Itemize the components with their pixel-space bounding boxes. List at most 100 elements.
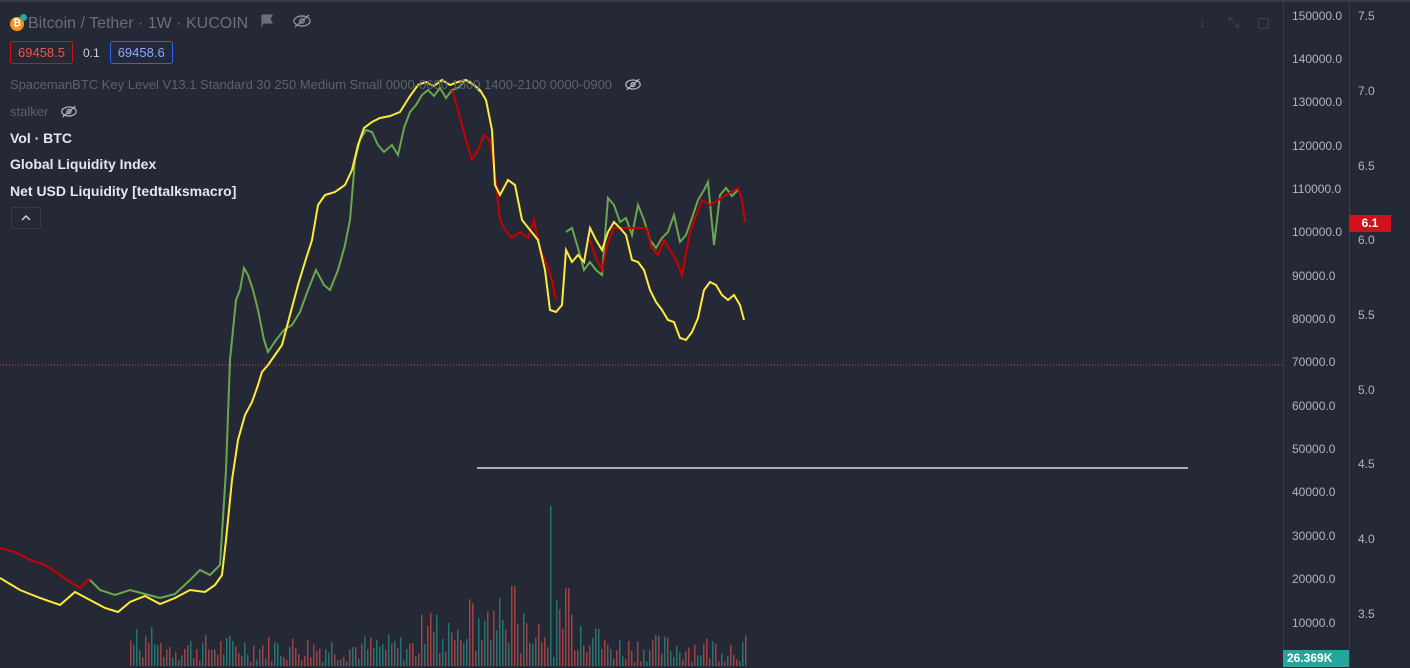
volume-bar bbox=[709, 658, 711, 666]
volume-bar bbox=[664, 636, 666, 666]
volume-bar bbox=[271, 661, 273, 666]
ask-price-button[interactable]: 69458.6 bbox=[109, 41, 173, 64]
volume-bar bbox=[151, 627, 153, 666]
volume-bar bbox=[190, 640, 192, 666]
eye-hidden-icon[interactable] bbox=[292, 14, 312, 33]
symbol-legend[interactable]: ₿ Bitcoin / Tether · 1W · KUCOIN bbox=[10, 13, 312, 33]
volume-bar bbox=[634, 661, 636, 666]
volume-bar bbox=[595, 628, 597, 666]
indicator-key-level[interactable]: SpacemanBTC Key Level V13.1 Standard 30 … bbox=[10, 77, 642, 94]
symbol-title[interactable]: Bitcoin / Tether · 1W · KUCOIN bbox=[28, 14, 249, 32]
volume-bar bbox=[637, 641, 639, 666]
volume-bar bbox=[547, 647, 549, 666]
chart-canvas[interactable] bbox=[0, 0, 1283, 668]
price-tick: 90000.0 bbox=[1292, 269, 1336, 283]
volume-bar bbox=[544, 637, 546, 666]
volume-bar bbox=[550, 506, 552, 666]
volume-bar bbox=[169, 646, 171, 666]
volume-bar bbox=[481, 640, 483, 666]
eye-hidden-icon[interactable] bbox=[60, 105, 78, 121]
volume-bar bbox=[175, 652, 177, 666]
volume-bar bbox=[409, 643, 411, 666]
secondary-tick: 6.5 bbox=[1358, 159, 1375, 173]
volume-bar bbox=[241, 655, 243, 666]
volume-bar bbox=[460, 639, 462, 666]
net-usd-liquidity-red-segments[interactable] bbox=[0, 547, 91, 590]
volume-bar bbox=[703, 644, 705, 666]
collapse-icon[interactable]: ⤡ bbox=[1228, 14, 1240, 30]
volume-bar bbox=[133, 644, 135, 666]
volume-bar bbox=[505, 629, 507, 666]
volume-bar bbox=[295, 648, 297, 666]
volume-bar bbox=[568, 588, 570, 666]
volume-bar bbox=[601, 648, 603, 666]
price-tick: 10000.0 bbox=[1292, 616, 1336, 630]
volume-bar bbox=[373, 648, 375, 666]
volume-bar bbox=[580, 625, 582, 666]
maximize-icon[interactable]: ▢ bbox=[1257, 14, 1271, 30]
volume-bar bbox=[253, 645, 255, 666]
net-usd-liquidity-red-segment-2[interactable] bbox=[451, 89, 557, 301]
bid-ask-row: 69458.5 0.1 69458.6 bbox=[10, 41, 173, 64]
volume-bar bbox=[259, 649, 261, 666]
volume-bar bbox=[331, 641, 333, 666]
volume-bar bbox=[556, 600, 558, 666]
flag-icon[interactable] bbox=[260, 14, 274, 33]
volume-bar bbox=[148, 642, 150, 666]
volume-bar bbox=[385, 649, 387, 666]
volume-bar bbox=[217, 654, 219, 666]
volume-bar bbox=[274, 642, 276, 666]
volume-bar bbox=[223, 654, 225, 666]
volume-bar bbox=[199, 660, 201, 666]
volume-bar bbox=[670, 651, 672, 666]
volume-bar bbox=[139, 650, 141, 666]
volume-bar bbox=[346, 661, 348, 666]
indicator-global-liquidity[interactable]: Global Liquidity Index bbox=[10, 156, 157, 172]
arrow-down-icon[interactable]: ↓ bbox=[1199, 14, 1206, 30]
volume-bar bbox=[676, 645, 678, 666]
volume-bar bbox=[649, 649, 651, 666]
btc-price-line[interactable] bbox=[0, 78, 745, 614]
collapse-legend-button[interactable] bbox=[11, 207, 41, 229]
volume-bar bbox=[319, 648, 321, 666]
global-liquidity-line[interactable] bbox=[89, 78, 481, 600]
volume-bar bbox=[382, 644, 384, 666]
volume-bar bbox=[388, 634, 390, 666]
volume-bar bbox=[316, 650, 318, 666]
global-liquidity-line-2[interactable] bbox=[565, 178, 739, 278]
price-axis[interactable]: 150000.0 140000.0 130000.0 120000.0 1100… bbox=[1283, 0, 1350, 668]
volume-bar bbox=[286, 659, 288, 666]
eye-hidden-icon[interactable] bbox=[624, 78, 642, 94]
volume-bar bbox=[187, 645, 189, 666]
volume-bar bbox=[466, 639, 468, 666]
volume-bar bbox=[631, 650, 633, 666]
indicator-stalker[interactable]: stalker bbox=[10, 104, 78, 121]
chevron-up-icon bbox=[21, 214, 31, 221]
volume-bar bbox=[691, 661, 693, 666]
volume-bar bbox=[415, 656, 417, 666]
volume-bar bbox=[265, 658, 267, 666]
volume-bar bbox=[160, 643, 162, 666]
secondary-axis[interactable]: 7.5 7.0 6.5 6.0 5.5 5.0 4.5 4.0 3.5 bbox=[1349, 0, 1410, 668]
net-usd-liquidity-red-segment-3[interactable] bbox=[589, 186, 746, 279]
volume-bar bbox=[712, 641, 714, 666]
volume-bar bbox=[202, 642, 204, 666]
indicator-net-usd-liquidity[interactable]: Net USD Liquidity [tedtalksmacro] bbox=[10, 183, 237, 199]
volume-bar bbox=[718, 661, 720, 666]
volume-bar bbox=[424, 643, 426, 666]
secondary-tick: 6.0 bbox=[1358, 233, 1375, 247]
volume-bar bbox=[436, 614, 438, 666]
volume-bar bbox=[157, 645, 159, 666]
volume-bar bbox=[604, 640, 606, 666]
volume-bar bbox=[577, 650, 579, 666]
volume-bar bbox=[745, 635, 747, 666]
volume-bar bbox=[313, 644, 315, 666]
bid-price-button[interactable]: 69458.5 bbox=[10, 41, 73, 64]
indicator-volume[interactable]: Vol · BTC bbox=[10, 130, 72, 146]
volume-bar bbox=[451, 632, 453, 666]
volume-bar bbox=[283, 657, 285, 666]
volume-bar bbox=[304, 655, 306, 666]
volume-bar bbox=[193, 658, 195, 666]
volume-bar bbox=[463, 643, 465, 666]
volume-bar bbox=[517, 623, 519, 666]
